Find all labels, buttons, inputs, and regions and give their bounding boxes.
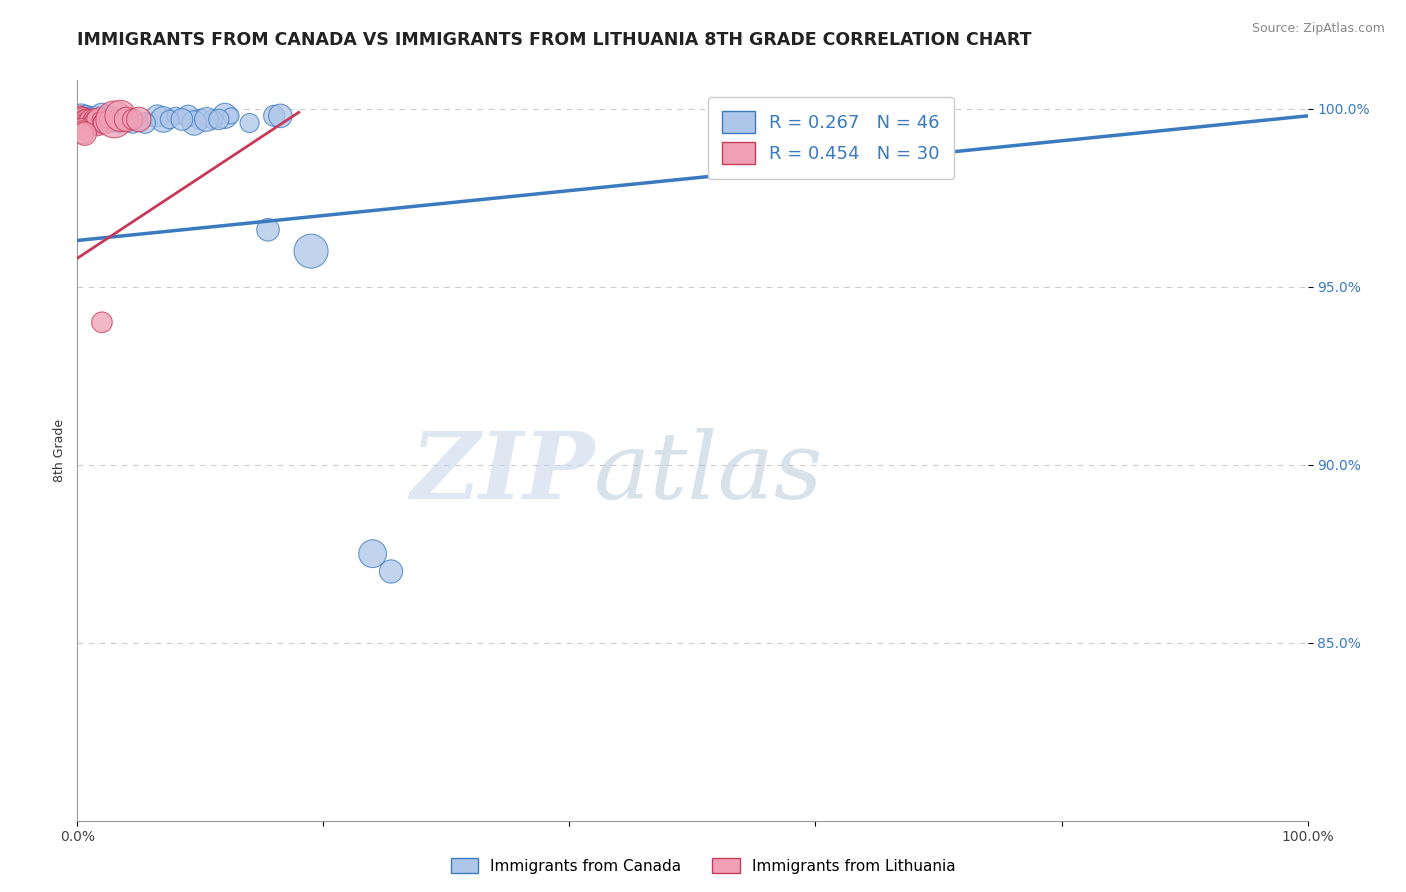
Point <box>69 109 91 123</box>
Point <box>103 112 125 127</box>
Point <box>84 116 107 130</box>
Point <box>90 315 114 329</box>
Point <box>177 109 200 123</box>
Point <box>101 112 124 127</box>
Point <box>90 116 114 130</box>
Point <box>110 116 132 130</box>
Point <box>79 112 101 127</box>
Point <box>152 112 174 127</box>
Point <box>121 112 143 127</box>
Point <box>90 109 114 123</box>
Point <box>188 112 212 127</box>
Point <box>239 116 262 130</box>
Point <box>134 116 156 130</box>
Point <box>75 109 97 123</box>
Point <box>75 112 97 127</box>
Point <box>86 116 108 130</box>
Point <box>73 112 96 127</box>
Point <box>80 112 103 127</box>
Point <box>380 565 402 579</box>
Point <box>93 116 115 130</box>
Point <box>76 116 98 130</box>
Point <box>97 112 120 127</box>
Point <box>110 109 132 123</box>
Point <box>219 109 242 123</box>
Point <box>83 112 105 127</box>
Legend: R = 0.267   N = 46, R = 0.454   N = 30: R = 0.267 N = 46, R = 0.454 N = 30 <box>707 96 955 178</box>
Point <box>170 112 193 127</box>
Point <box>263 109 285 123</box>
Point <box>214 109 236 123</box>
Point <box>208 112 231 127</box>
Text: atlas: atlas <box>595 427 824 517</box>
Point <box>69 109 91 123</box>
Point <box>70 109 93 123</box>
Point <box>128 116 150 130</box>
Point <box>79 109 101 123</box>
Point <box>72 112 94 127</box>
Point <box>77 112 100 127</box>
Point <box>76 116 98 130</box>
Point <box>115 112 138 127</box>
Point <box>141 112 163 127</box>
Point <box>87 112 110 127</box>
Point <box>103 112 125 127</box>
Point <box>86 112 108 127</box>
Point <box>72 127 94 141</box>
Point <box>93 112 115 127</box>
Point <box>146 109 169 123</box>
Point <box>73 112 96 127</box>
Point <box>80 112 103 127</box>
Point <box>70 120 93 134</box>
Point <box>201 112 224 127</box>
Point <box>73 127 96 141</box>
Text: Source: ZipAtlas.com: Source: ZipAtlas.com <box>1251 22 1385 36</box>
Point <box>165 109 187 123</box>
Point <box>159 112 181 127</box>
Point <box>82 112 104 127</box>
Point <box>70 123 93 137</box>
Point <box>72 112 94 127</box>
Legend: Immigrants from Canada, Immigrants from Lithuania: Immigrants from Canada, Immigrants from … <box>444 852 962 880</box>
Point <box>82 116 104 130</box>
Point <box>183 116 205 130</box>
Point <box>269 109 291 123</box>
Point <box>89 109 111 123</box>
Point <box>97 109 120 123</box>
Point <box>257 223 280 237</box>
Point <box>361 547 384 561</box>
Text: IMMIGRANTS FROM CANADA VS IMMIGRANTS FROM LITHUANIA 8TH GRADE CORRELATION CHART: IMMIGRANTS FROM CANADA VS IMMIGRANTS FRO… <box>77 31 1032 49</box>
Point <box>89 112 111 127</box>
Point <box>115 112 138 127</box>
Point <box>121 116 143 130</box>
Point <box>82 112 104 127</box>
Y-axis label: 8th Grade: 8th Grade <box>53 419 66 482</box>
Point <box>70 112 93 127</box>
Point <box>77 116 100 130</box>
Point <box>299 244 322 259</box>
Text: ZIP: ZIP <box>409 427 595 517</box>
Point <box>128 112 150 127</box>
Point <box>195 112 218 127</box>
Point <box>70 112 93 127</box>
Point <box>82 116 104 130</box>
Point <box>84 109 107 123</box>
Point <box>70 112 93 127</box>
